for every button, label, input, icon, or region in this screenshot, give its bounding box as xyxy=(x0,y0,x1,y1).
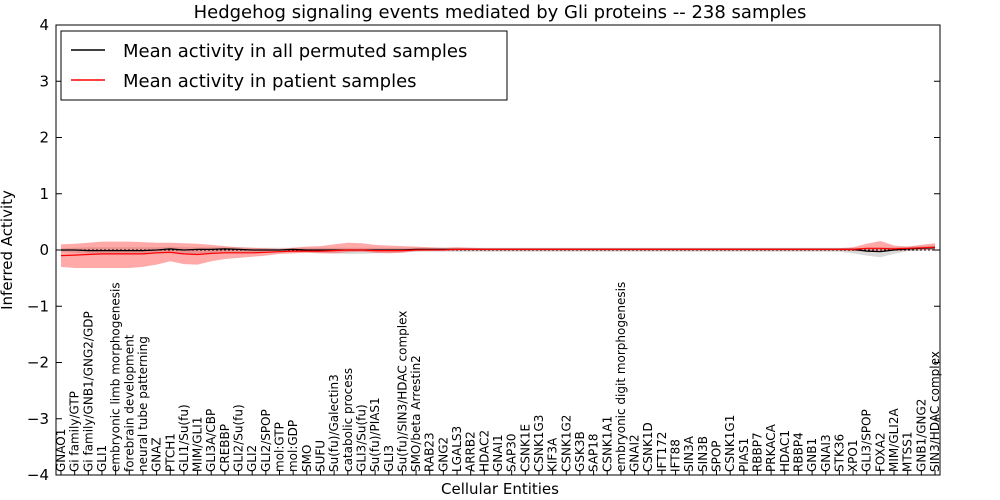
series-lines xyxy=(56,246,940,257)
x-tick-label: MIM/GLI1 xyxy=(191,417,205,472)
x-axis: GNAO1 Gi family/GTP Gi family/GNB1/GNG2/GD… xyxy=(54,282,942,475)
x-tick-label: MIM/GLI2A xyxy=(887,408,901,472)
x-tick-label: SPOP xyxy=(710,440,724,472)
x-tick-label: GNAO1 xyxy=(54,429,68,472)
permuted-samples-band xyxy=(61,245,935,258)
x-tick-label: GLI1 xyxy=(95,445,109,472)
x-tick-label: LGALS3 xyxy=(450,426,464,472)
x-tick-label: CSNK1G2 xyxy=(559,415,573,472)
x-tick-label: Su(fu)/PIAS1 xyxy=(368,397,382,472)
x-tick-label: PRKACA xyxy=(764,423,778,472)
x-tick-label: catabolic process xyxy=(341,368,355,472)
x-tick-label: GNG2 xyxy=(436,437,450,472)
x-tick-label: GNAI2 xyxy=(628,434,642,472)
x-tick-label: forebrain development xyxy=(122,334,136,472)
y-tick-label: 0 xyxy=(39,241,49,259)
x-tick-label: SAP30 xyxy=(505,433,519,472)
x-tick-label: STK36 xyxy=(832,434,846,472)
x-tick-label: HDAC2 xyxy=(477,430,491,472)
x-tick-label: RBBP4 xyxy=(791,432,805,472)
x-axis-label: Cellular Entities xyxy=(441,480,559,498)
legend-label-patient: Mean activity in patient samples xyxy=(123,71,417,92)
y-tick-label: 1 xyxy=(39,185,49,203)
x-tick-label: RBBP7 xyxy=(751,432,765,472)
x-tick-label: CSNK1D xyxy=(641,422,655,472)
x-tick-label: Gi family/GNB1/GNG2/GDP xyxy=(81,311,95,472)
x-tick-label: embryonic digit morphogenesis xyxy=(614,282,628,472)
x-tick-label: SMO xyxy=(300,445,314,472)
y-tick-label: 3 xyxy=(39,72,49,90)
x-tick-label: GLI3/Su(fu) xyxy=(354,404,368,472)
x-tick-label: PIAS1 xyxy=(737,438,751,472)
legend: Mean activity in all permuted samples Me… xyxy=(60,30,508,101)
x-tick-label: Gi family/GTP xyxy=(68,391,82,472)
x-tick-label: PTCH1 xyxy=(163,433,177,472)
y-tick-label: −4 xyxy=(27,466,49,484)
y-axis-label: Inferred Activity xyxy=(0,190,16,310)
y-tick-label: −3 xyxy=(27,410,49,428)
x-tick-label: SMO/beta Arrestin2 xyxy=(409,355,423,472)
x-tick-label: GNAZ xyxy=(150,437,164,472)
x-tick-label: GLI2 xyxy=(245,445,259,472)
x-tick-label: SIN3B xyxy=(696,436,710,472)
x-tick-label: Su(fu)/SIN3/HDAC complex xyxy=(395,311,409,472)
x-tick-label: GLI3A/CBP xyxy=(204,409,218,472)
x-tick-label: CSNK1E xyxy=(518,424,532,472)
chart-title: Hedgehog signaling events mediated by Gl… xyxy=(194,2,807,23)
x-tick-label: mol:GDP xyxy=(286,420,300,472)
x-tick-label: SIN3/HDAC complex xyxy=(928,351,942,472)
x-tick-label: CSNK1G3 xyxy=(532,415,546,472)
x-tick-label: IFT172 xyxy=(655,432,669,472)
y-tick-label: −1 xyxy=(27,297,49,315)
x-tick-label: MTSS1 xyxy=(901,431,915,472)
patient-samples-band xyxy=(61,241,935,268)
x-tick-label: KIF3A xyxy=(546,437,560,472)
x-tick-label: GNB1/GNG2 xyxy=(914,399,928,472)
x-tick-label: embryonic limb morphogenesis xyxy=(109,282,123,472)
x-tick-label: neural tube patterning xyxy=(136,336,150,472)
x-tick-label: HDAC1 xyxy=(778,430,792,472)
legend-label-permuted: Mean activity in all permuted samples xyxy=(123,41,467,62)
x-tick-label: GLI2/SPOP xyxy=(259,409,273,472)
x-tick-label: RAB23 xyxy=(423,432,437,472)
x-tick-label: GSK3B xyxy=(573,431,587,472)
x-tick-label: GNB1 xyxy=(805,438,819,472)
x-tick-label: IFT88 xyxy=(669,439,683,472)
x-tick-label: GLI3/SPOP xyxy=(860,409,874,472)
x-tick-label: GLI1/Su(fu) xyxy=(177,404,191,472)
x-tick-label: SAP18 xyxy=(587,433,601,472)
x-tick-label: Su(fu)/Galectin3 xyxy=(327,374,341,472)
x-tick-label: GNAI3 xyxy=(819,434,833,472)
x-tick-label: CSNK1G1 xyxy=(723,415,737,472)
x-tick-label: GNAI1 xyxy=(491,434,505,472)
x-tick-label: GLI2/Su(fu) xyxy=(232,404,246,472)
legend-box xyxy=(60,30,508,101)
x-tick-label: SUFU xyxy=(314,440,328,472)
permuted-band-area xyxy=(61,245,935,258)
x-tick-label: GLI3 xyxy=(382,445,396,472)
y-axis: −4 −3 −2 −1 0 1 2 3 4 xyxy=(27,16,940,484)
x-tick-label: CSNK1A1 xyxy=(600,416,614,472)
y-tick-label: 2 xyxy=(39,129,49,147)
x-tick-label: ARRB2 xyxy=(464,431,478,472)
x-tick-label: mol:GTP xyxy=(273,422,287,472)
x-tick-label: FOXA2 xyxy=(873,432,887,472)
y-tick-label: 4 xyxy=(39,16,49,34)
y-tick-label: −2 xyxy=(27,354,49,372)
x-tick-label: SIN3A xyxy=(682,435,696,472)
patient-band-area xyxy=(61,241,935,268)
patient-mean-line xyxy=(60,246,936,257)
x-tick-label: CREBBP xyxy=(218,424,232,472)
x-tick-label: XPO1 xyxy=(846,439,860,472)
